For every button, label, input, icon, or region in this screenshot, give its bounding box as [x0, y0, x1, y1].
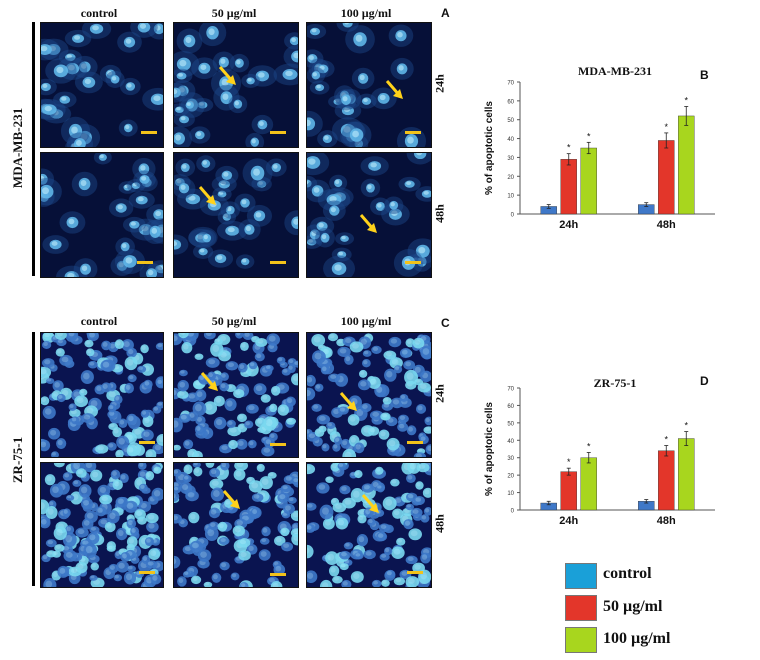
y-tick-label: 20 [507, 474, 514, 480]
time-label-c-48h: 48h [432, 514, 447, 533]
cell-line-label-c: ZR-75-1 [10, 436, 25, 484]
y-tick-label: 30 [507, 156, 514, 162]
bar [580, 457, 597, 511]
significance-star: * [684, 96, 688, 106]
micrograph-a-control-48h [40, 152, 164, 278]
panel-letter-a: A [441, 6, 450, 20]
cell-line-label-a: MDA-MB-231 [10, 107, 25, 189]
bar [658, 140, 675, 215]
legend-label-100: 100 µg/ml [603, 630, 671, 647]
micrograph-c-50-24h [173, 332, 299, 458]
panel-letter-b: B [700, 68, 709, 82]
y-tick-label: 70 [507, 81, 514, 87]
y-tick-label: 60 [507, 404, 514, 410]
row-bracket-c [32, 332, 35, 586]
col-label-50-c: 50 µg/ml [211, 314, 257, 328]
panel-letter-c: C [441, 316, 450, 330]
bar [678, 438, 695, 511]
y-tick-label: 0 [511, 509, 515, 515]
col-label-100-c: 100 µg/ml [340, 314, 392, 328]
x-tick-label: 24h [559, 219, 578, 231]
y-tick-label: 50 [507, 421, 514, 427]
micrograph-c-control-24h [40, 332, 164, 458]
y-tick-label: 10 [507, 491, 514, 497]
chart-d-title: ZR-75-1 [593, 376, 637, 390]
y-tick-label: 50 [507, 118, 514, 124]
y-tick-label: 30 [507, 456, 514, 462]
y-tick-label: 0 [511, 213, 515, 219]
bar [580, 147, 597, 215]
col-label-control-a: control [80, 6, 118, 20]
significance-star: * [567, 457, 571, 467]
y-tick-label: 10 [507, 194, 514, 200]
row-bracket-a [32, 22, 35, 276]
y-tick-label: 20 [507, 175, 514, 181]
chart-d: 0 10 20 30 40 50 60 70 % of apoptotic cells * * 24h… [484, 387, 715, 527]
y-tick-label: 70 [507, 387, 514, 393]
x-tick-label: 48h [657, 219, 676, 231]
chart-b: 0 10 20 30 40 50 60 70 % of apoptotic cells * * 24h… [484, 81, 715, 231]
time-label-a-48h: 48h [432, 204, 447, 223]
micrograph-a-100-24h [306, 22, 432, 148]
significance-star: * [587, 131, 591, 141]
significance-star: * [664, 122, 668, 132]
x-tick-label: 48h [657, 515, 676, 527]
col-label-100-a: 100 µg/ml [340, 6, 392, 20]
micrograph-c-100-48h [306, 462, 432, 588]
bar [658, 450, 675, 511]
y-tick-label: 60 [507, 99, 514, 105]
bar [560, 159, 577, 215]
legend-swatch-control [565, 563, 597, 589]
x-tick-label: 24h [559, 515, 578, 527]
micrograph-a-100-48h [306, 152, 432, 278]
bar [560, 471, 577, 511]
significance-star: * [587, 441, 591, 451]
col-label-50-a: 50 µg/ml [211, 6, 257, 20]
micrograph-a-control-24h [40, 22, 164, 148]
micrograph-c-100-24h [306, 332, 432, 458]
micrograph-a-50-24h [173, 22, 299, 148]
micrograph-c-50-48h [173, 462, 299, 588]
significance-star: * [567, 143, 571, 153]
col-label-control-c: control [80, 314, 118, 328]
legend-swatch-100 [565, 627, 597, 653]
significance-star: * [684, 421, 688, 431]
micrograph-a-50-48h [173, 152, 299, 278]
chart-b-title: MDA-MB-231 [578, 64, 652, 78]
micrograph-c-control-48h [40, 462, 164, 588]
time-label-a-24h: 24h [432, 74, 447, 93]
significance-star: * [664, 435, 668, 445]
time-label-c-24h: 24h [432, 384, 447, 403]
panel-letter-d: D [700, 374, 709, 388]
legend-swatch-50 [565, 595, 597, 621]
y-tick-label: 40 [507, 439, 514, 445]
bar [678, 115, 695, 215]
y-axis-label: % of apoptotic cells [484, 402, 495, 496]
y-axis-label: % of apoptotic cells [484, 101, 495, 195]
legend-label-control: control [603, 565, 652, 582]
legend-label-50: 50 µg/ml [603, 598, 663, 615]
y-tick-label: 40 [507, 137, 514, 143]
